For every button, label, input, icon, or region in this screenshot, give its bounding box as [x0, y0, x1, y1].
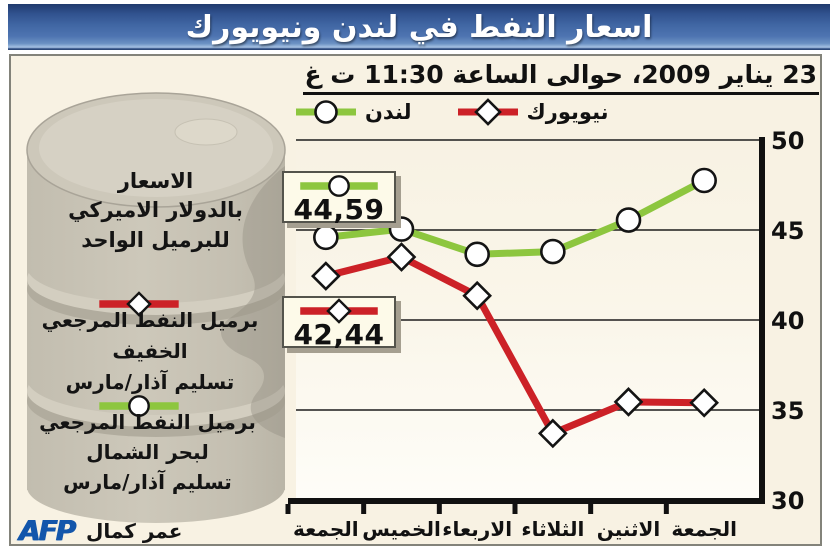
data-point-marker	[473, 98, 502, 126]
legend-newyork-label: نيويورك	[526, 100, 609, 124]
london-series-description: برميل النفط المرجعي لبحر الشمال تسليم آذ…	[39, 410, 256, 494]
london-line-circle-marker	[99, 395, 179, 417]
newyork-line-diamond-marker	[457, 98, 518, 126]
legend-item-london: لندن	[294, 99, 412, 125]
author-credit: عمر كمال	[86, 519, 183, 543]
data-point-marker	[314, 100, 338, 124]
legend-london-label: لندن	[365, 100, 412, 124]
newyork-line-diamond-marker	[99, 291, 179, 317]
data-point-marker	[128, 395, 150, 417]
newyork-value-callout: 42,44	[282, 296, 396, 351]
london-latest-value: 44,59	[293, 193, 385, 226]
title-bar: اسعار النفط في لندن ونيويورك	[8, 4, 830, 50]
date-heading: 23 يناير 2009، حوالى الساعة 11:30 ت غ	[302, 60, 819, 95]
data-point-marker	[126, 291, 152, 317]
afp-logo: AFP	[19, 514, 76, 547]
legend-item-newyork: نيويورك	[456, 98, 609, 126]
data-point-marker	[328, 175, 350, 197]
data-point-marker	[326, 298, 352, 324]
pricing-unit-note: الاسعار بالدولار الاميركي للبرميل الواحد	[68, 169, 243, 252]
london-line-circle-marker	[300, 175, 378, 197]
london-line-circle-marker	[296, 100, 356, 124]
page-title: اسعار النفط في لندن ونيويورك	[185, 9, 653, 45]
newyork-latest-value: 42,44	[293, 318, 385, 351]
newyork-series-description: برميل النفط المرجعي الخفيف تسليم آذار/ما…	[41, 308, 259, 394]
chart-legend: لندن نيويورك	[294, 98, 609, 126]
newyork-line-diamond-marker	[300, 298, 378, 324]
london-value-callout: 44,59	[282, 171, 396, 226]
